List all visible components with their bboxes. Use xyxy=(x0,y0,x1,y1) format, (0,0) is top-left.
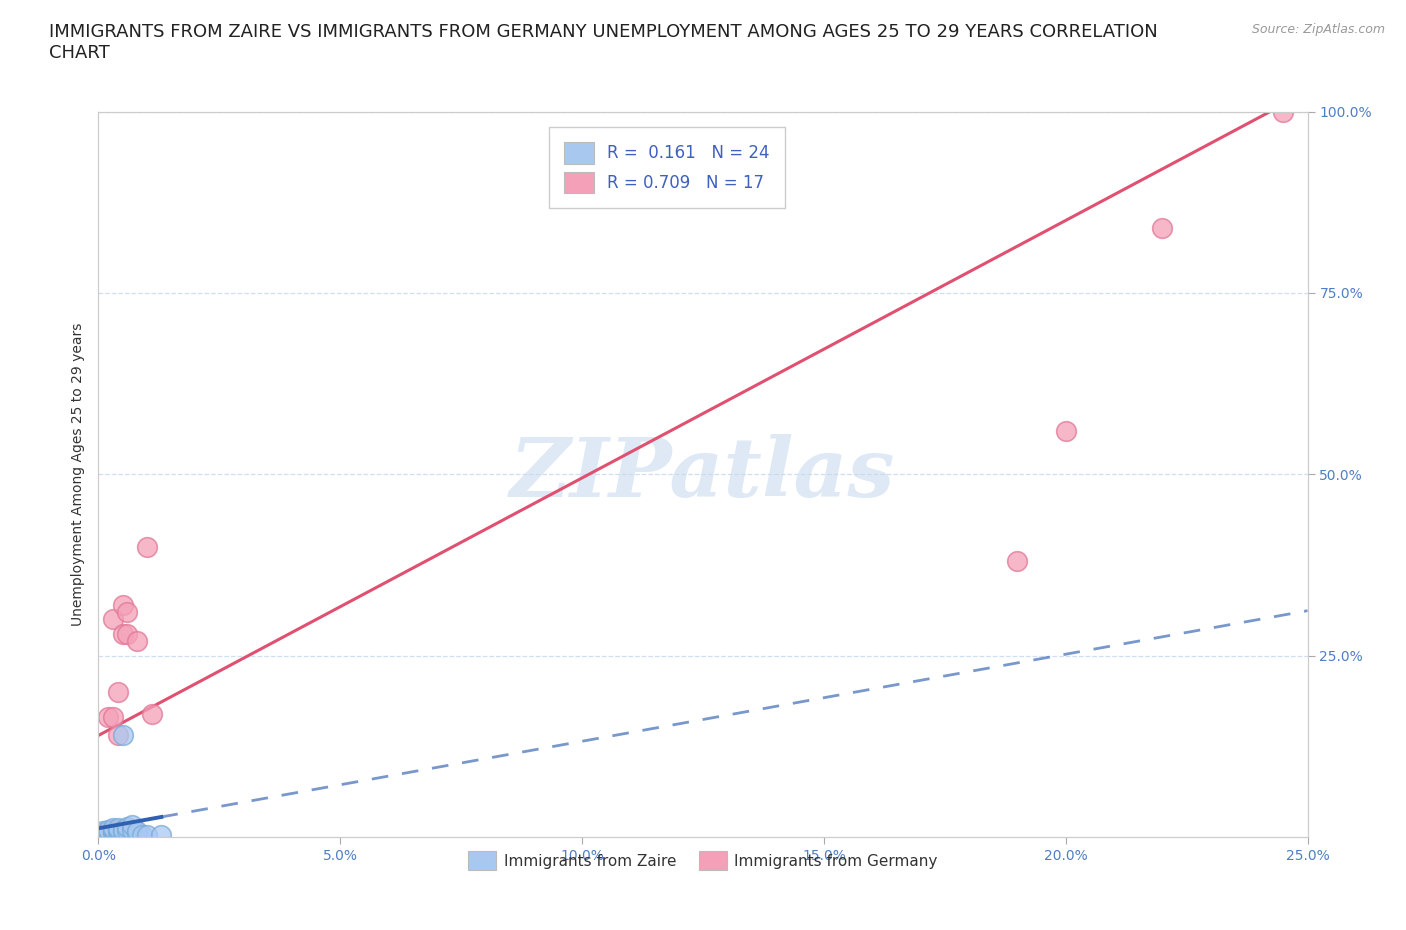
Point xyxy=(91,824,114,839)
Point xyxy=(97,710,120,724)
Point xyxy=(97,824,120,839)
Point xyxy=(150,828,173,843)
Y-axis label: Unemployment Among Ages 25 to 29 years: Unemployment Among Ages 25 to 29 years xyxy=(70,323,84,626)
Legend: Immigrants from Zaire, Immigrants from Germany: Immigrants from Zaire, Immigrants from G… xyxy=(463,844,943,876)
Point xyxy=(141,706,163,721)
Point xyxy=(1152,220,1174,235)
Point xyxy=(121,822,143,837)
Point xyxy=(131,828,153,843)
Point xyxy=(111,728,134,743)
Point xyxy=(97,826,120,841)
Point xyxy=(101,612,124,627)
Point xyxy=(1007,554,1029,569)
Point xyxy=(127,826,149,841)
Point xyxy=(107,728,129,743)
Point xyxy=(107,822,129,837)
Point xyxy=(107,684,129,699)
Point xyxy=(111,627,134,642)
Point xyxy=(117,627,139,642)
Point xyxy=(111,822,134,837)
Point xyxy=(107,821,129,836)
Point xyxy=(117,824,139,839)
Point xyxy=(101,826,124,841)
Point xyxy=(127,824,149,839)
Point xyxy=(127,633,149,648)
Point xyxy=(97,822,120,837)
Point xyxy=(117,604,139,619)
Point xyxy=(101,822,124,837)
Text: ZIPatlas: ZIPatlas xyxy=(510,434,896,514)
Point xyxy=(135,539,157,554)
Point xyxy=(101,710,124,724)
Point xyxy=(117,819,139,834)
Point xyxy=(1054,423,1077,438)
Point xyxy=(101,824,124,839)
Text: Source: ZipAtlas.com: Source: ZipAtlas.com xyxy=(1251,23,1385,36)
Point xyxy=(101,821,124,836)
Point xyxy=(1272,104,1295,119)
Point xyxy=(91,826,114,841)
Point xyxy=(111,824,134,839)
Point xyxy=(111,597,134,612)
Text: IMMIGRANTS FROM ZAIRE VS IMMIGRANTS FROM GERMANY UNEMPLOYMENT AMONG AGES 25 TO 2: IMMIGRANTS FROM ZAIRE VS IMMIGRANTS FROM… xyxy=(49,23,1159,62)
Point xyxy=(107,824,129,839)
Point xyxy=(135,828,157,843)
Point xyxy=(121,818,143,833)
Point xyxy=(91,826,114,841)
